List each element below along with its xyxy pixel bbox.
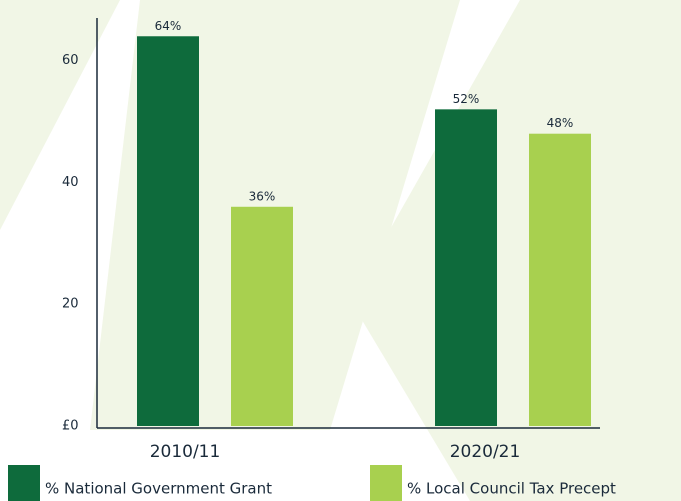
legend-swatch <box>370 465 402 501</box>
x-tick-label: 2020/21 <box>450 442 521 462</box>
bar <box>231 207 293 426</box>
bar <box>529 134 591 426</box>
y-tick-label: 60 <box>62 53 79 68</box>
value-label: 52% <box>453 92 480 106</box>
y-tick-label: 20 <box>62 297 79 312</box>
legend-label: % National Government Grant <box>45 480 272 498</box>
bar <box>137 36 199 426</box>
value-label: 36% <box>249 189 276 203</box>
chart: £0 20 40 60 2010/11 64% 36% 2020/21 52% 48% % Nati… <box>0 0 681 501</box>
bar <box>435 109 497 426</box>
value-label: 48% <box>547 116 574 130</box>
legend-label: % Local Council Tax Precept <box>407 480 616 498</box>
y-tick-label: 40 <box>62 175 79 190</box>
background-shape <box>0 0 120 230</box>
y-tick-label: £0 <box>62 419 79 434</box>
x-tick-label: 2010/11 <box>150 442 221 462</box>
legend-swatch <box>8 465 40 501</box>
value-label: 64% <box>155 19 182 33</box>
page: {"chart_data": {"type": "bar", "categori… <box>0 0 681 501</box>
